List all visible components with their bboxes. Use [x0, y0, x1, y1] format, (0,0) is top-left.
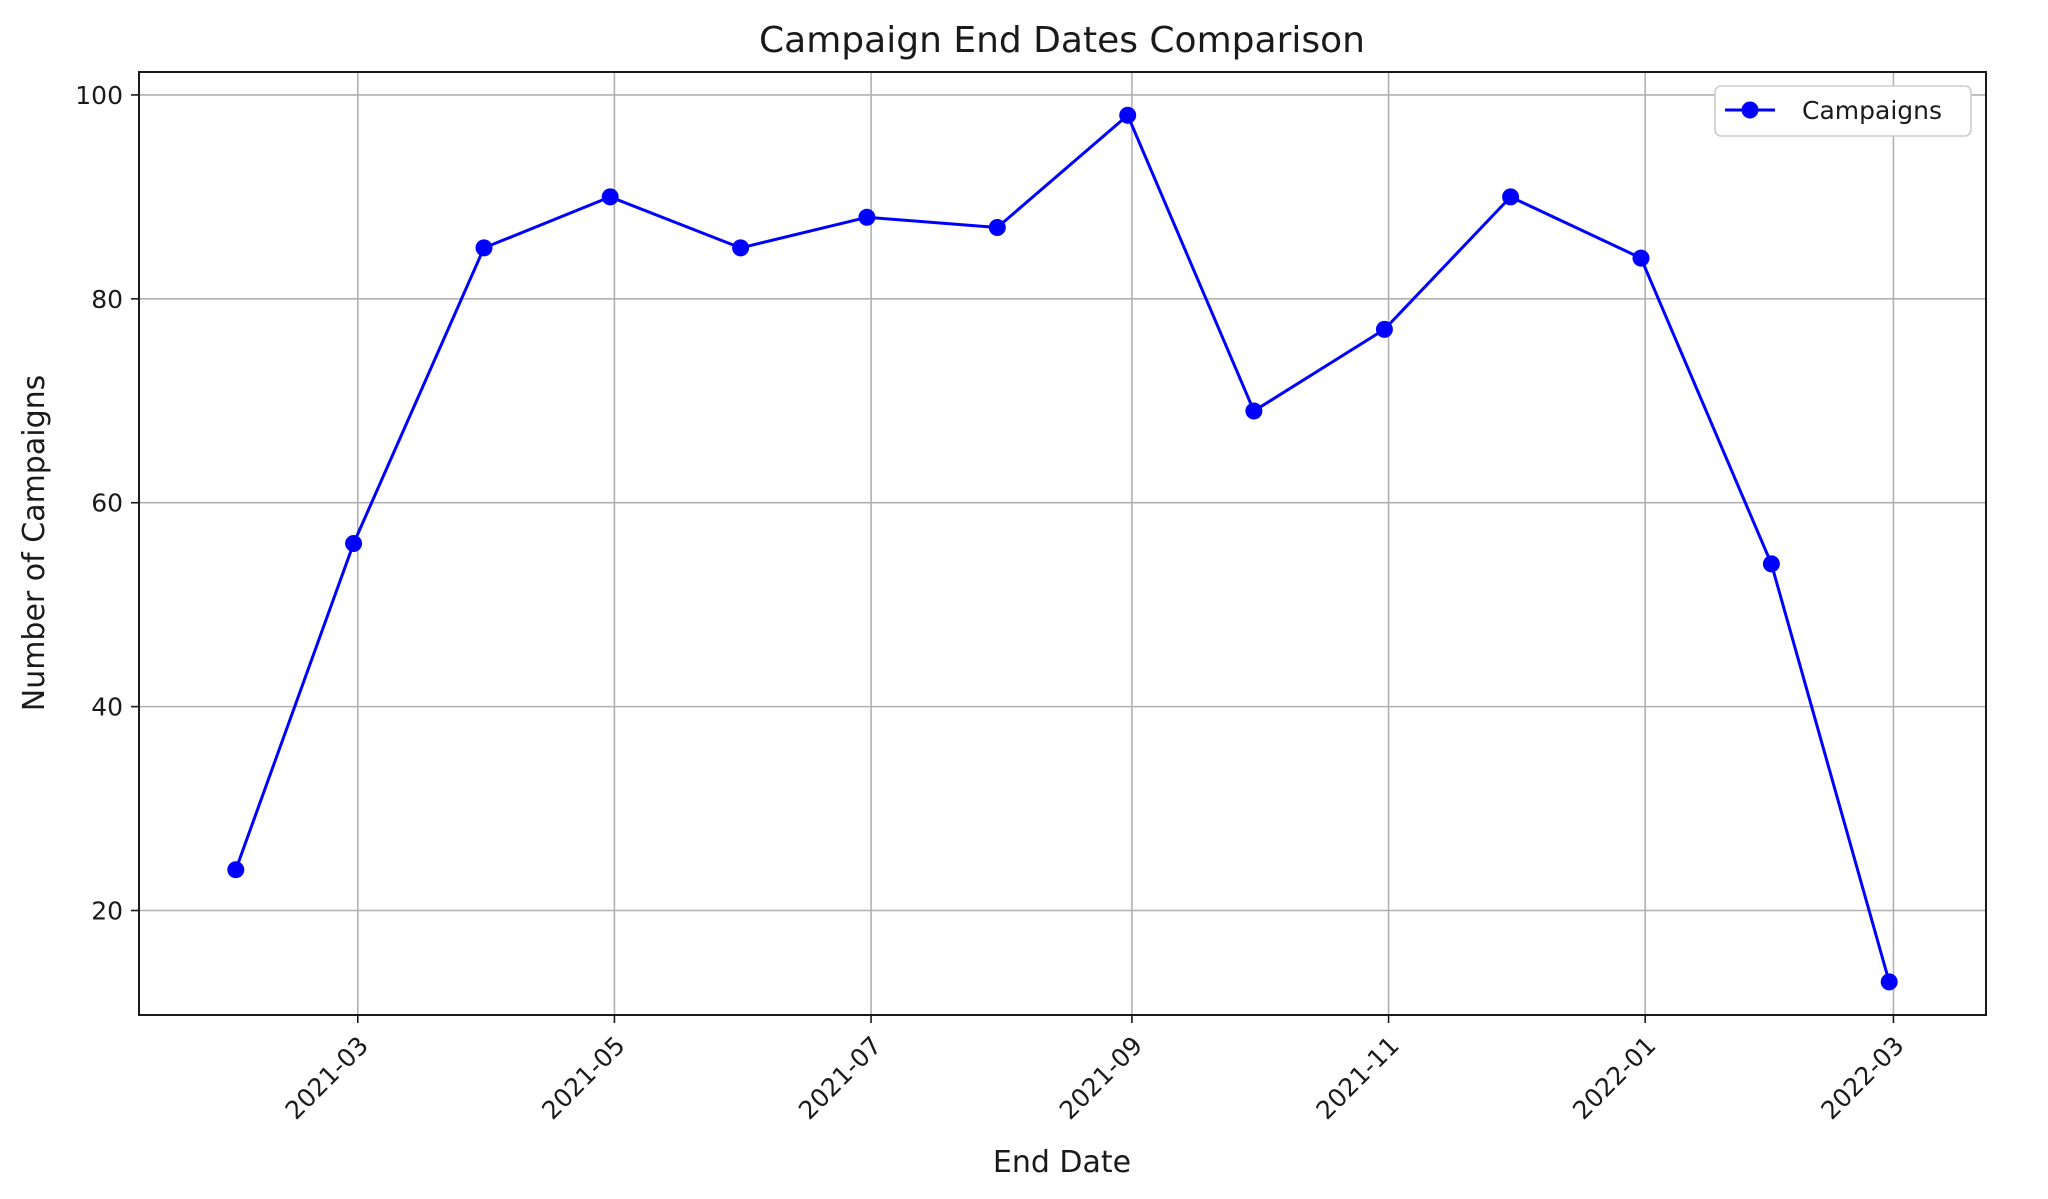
- plot-frame: [138, 71, 1987, 1016]
- data-point: [475, 239, 493, 257]
- y-tick-label: 60: [91, 489, 123, 518]
- data-point: [1119, 106, 1137, 124]
- chart-title: Campaign End Dates Comparison: [759, 20, 1365, 61]
- legend-box: [1714, 85, 1972, 137]
- series-line: [234, 113, 1891, 983]
- y-tick-label: 40: [91, 693, 123, 722]
- x-axis-label: End Date: [993, 1145, 1131, 1180]
- data-point: [988, 219, 1006, 236]
- data-point: [1245, 402, 1263, 420]
- data-point: [1762, 555, 1780, 573]
- data-point: [858, 208, 876, 226]
- legend-marker: [1741, 101, 1759, 119]
- data-point: [732, 239, 750, 257]
- data-point: [1375, 320, 1393, 338]
- series-campaigns: [227, 106, 1898, 991]
- data-point: [345, 535, 363, 552]
- y-tick-label: 80: [91, 285, 123, 314]
- y-tick-label: 100: [75, 81, 123, 110]
- data-point: [1502, 188, 1520, 206]
- y-tick-label: 20: [91, 897, 123, 926]
- legend: Campaigns: [1714, 85, 1972, 137]
- data-point: [1632, 249, 1650, 267]
- data-point: [227, 861, 245, 879]
- legend-label: Campaigns: [1802, 96, 1942, 125]
- data-point: [1880, 973, 1898, 991]
- data-point: [601, 188, 619, 206]
- y-axis-label: Number of Campaigns: [17, 375, 52, 712]
